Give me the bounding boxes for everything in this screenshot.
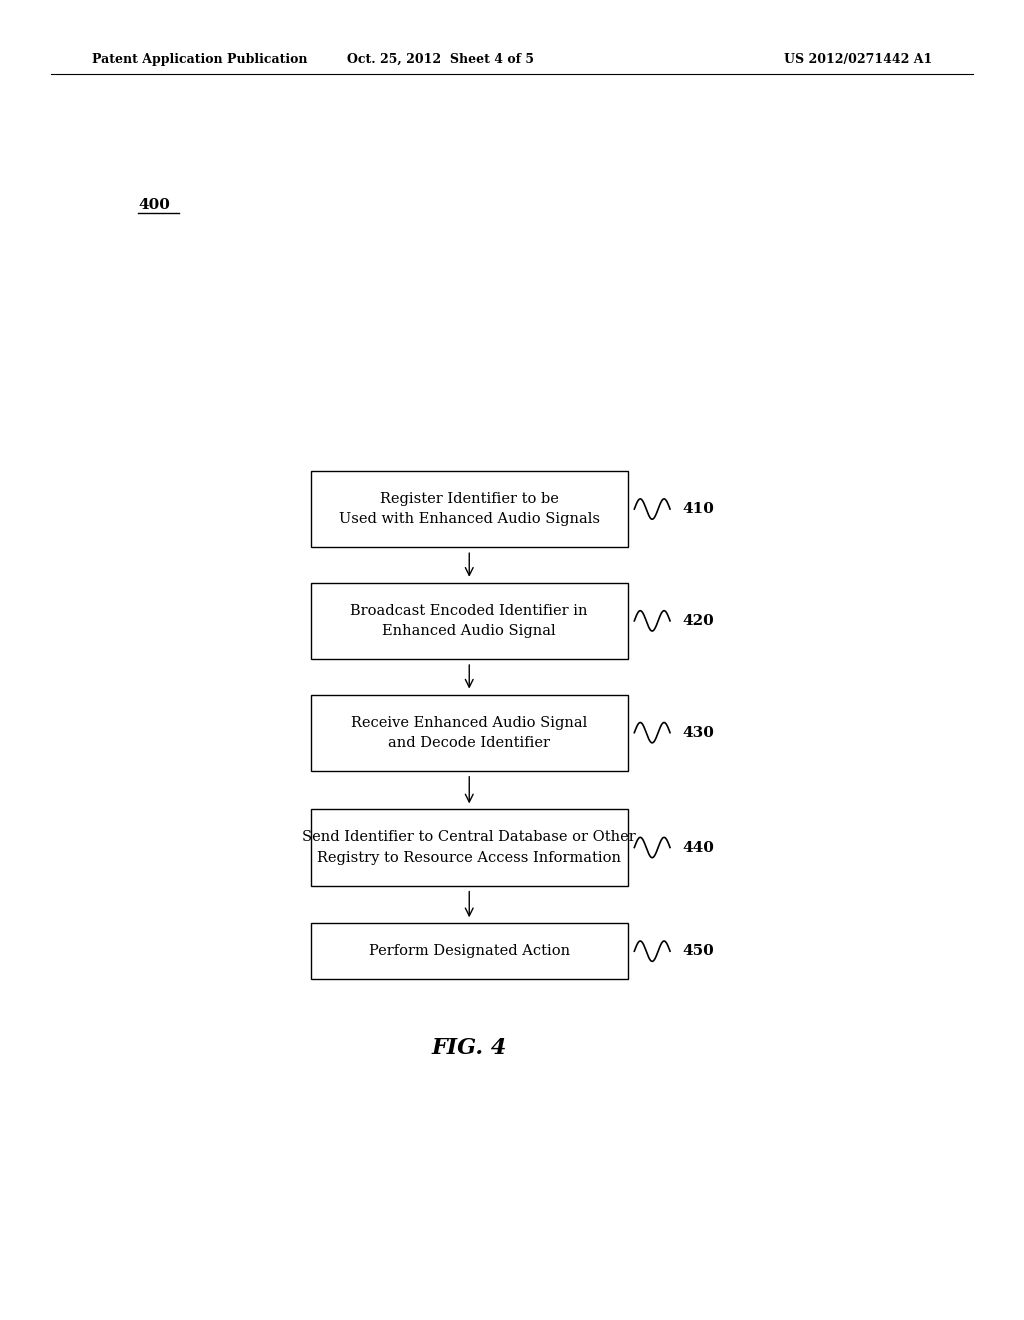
Text: Register Identifier to be: Register Identifier to be [380, 492, 559, 506]
Text: Send Identifier to Central Database or Other: Send Identifier to Central Database or O… [302, 830, 636, 845]
Text: 440: 440 [682, 841, 714, 854]
Text: Enhanced Audio Signal: Enhanced Audio Signal [382, 624, 556, 638]
Text: Perform Designated Action: Perform Designated Action [369, 944, 569, 958]
Text: Registry to Resource Access Information: Registry to Resource Access Information [317, 850, 622, 865]
FancyBboxPatch shape [310, 694, 628, 771]
FancyBboxPatch shape [310, 923, 628, 979]
Text: US 2012/0271442 A1: US 2012/0271442 A1 [783, 53, 932, 66]
Text: 420: 420 [682, 614, 714, 628]
Text: Broadcast Encoded Identifier in: Broadcast Encoded Identifier in [350, 603, 588, 618]
Text: Receive Enhanced Audio Signal: Receive Enhanced Audio Signal [351, 715, 588, 730]
FancyBboxPatch shape [310, 809, 628, 886]
Text: 450: 450 [682, 944, 714, 958]
Text: Used with Enhanced Audio Signals: Used with Enhanced Audio Signals [339, 512, 600, 527]
Text: FIG. 4: FIG. 4 [431, 1036, 507, 1059]
Text: Patent Application Publication: Patent Application Publication [92, 53, 307, 66]
Text: 430: 430 [682, 726, 714, 739]
FancyBboxPatch shape [310, 582, 628, 659]
Text: 400: 400 [138, 198, 170, 211]
Text: 410: 410 [682, 502, 714, 516]
Text: and Decode Identifier: and Decode Identifier [388, 735, 550, 750]
Text: Oct. 25, 2012  Sheet 4 of 5: Oct. 25, 2012 Sheet 4 of 5 [347, 53, 534, 66]
FancyBboxPatch shape [310, 471, 628, 548]
